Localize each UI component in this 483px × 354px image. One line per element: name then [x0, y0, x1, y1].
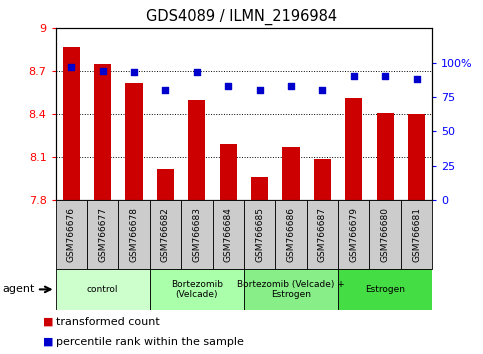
Point [256, 87, 264, 93]
Text: ■: ■ [43, 337, 54, 347]
Text: ■: ■ [43, 317, 54, 327]
Text: control: control [87, 285, 118, 294]
Bar [283, 147, 299, 200]
Text: GSM766679: GSM766679 [349, 207, 358, 262]
Bar [213, 200, 244, 269]
Text: GSM766681: GSM766681 [412, 207, 421, 262]
Bar [56, 269, 150, 310]
Point [412, 76, 420, 82]
Point [382, 74, 389, 79]
Bar [220, 144, 237, 200]
Bar [188, 100, 205, 200]
Bar [338, 200, 369, 269]
Text: GDS4089 / ILMN_2196984: GDS4089 / ILMN_2196984 [146, 9, 337, 25]
Bar [338, 269, 432, 310]
Point [68, 64, 75, 70]
Bar [345, 98, 362, 200]
Bar [56, 200, 87, 269]
Bar [314, 159, 331, 200]
Text: percentile rank within the sample: percentile rank within the sample [56, 337, 243, 347]
Point [161, 87, 170, 93]
Text: Bortezomib
(Velcade): Bortezomib (Velcade) [171, 280, 223, 299]
Bar [244, 269, 338, 310]
Bar [181, 200, 213, 269]
Bar [408, 114, 425, 200]
Point [350, 74, 357, 79]
Point [224, 83, 232, 89]
Bar [369, 200, 401, 269]
Text: GSM766683: GSM766683 [192, 207, 201, 262]
Text: GSM766676: GSM766676 [67, 207, 76, 262]
Bar [307, 200, 338, 269]
Bar [150, 269, 244, 310]
Bar [126, 83, 142, 200]
Point [99, 68, 107, 74]
Bar [118, 200, 150, 269]
Text: GSM766686: GSM766686 [286, 207, 296, 262]
Bar [63, 47, 80, 200]
Text: GSM766687: GSM766687 [318, 207, 327, 262]
Text: Estrogen: Estrogen [365, 285, 405, 294]
Point [130, 69, 138, 75]
Text: GSM766685: GSM766685 [255, 207, 264, 262]
Text: GSM766684: GSM766684 [224, 207, 233, 262]
Text: Bortezomib (Velcade) +
Estrogen: Bortezomib (Velcade) + Estrogen [237, 280, 345, 299]
Bar [275, 200, 307, 269]
Point [287, 83, 295, 89]
Bar [150, 200, 181, 269]
Text: transformed count: transformed count [56, 317, 159, 327]
Bar [87, 200, 118, 269]
Bar [157, 169, 174, 200]
Bar [401, 200, 432, 269]
Text: GSM766678: GSM766678 [129, 207, 139, 262]
Bar [377, 113, 394, 200]
Bar [94, 64, 111, 200]
Bar [251, 177, 268, 200]
Text: GSM766682: GSM766682 [161, 207, 170, 262]
Bar [244, 200, 275, 269]
Point [193, 69, 201, 75]
Text: GSM766680: GSM766680 [381, 207, 390, 262]
Text: GSM766677: GSM766677 [98, 207, 107, 262]
Text: agent: agent [2, 284, 35, 295]
Point [319, 87, 327, 93]
